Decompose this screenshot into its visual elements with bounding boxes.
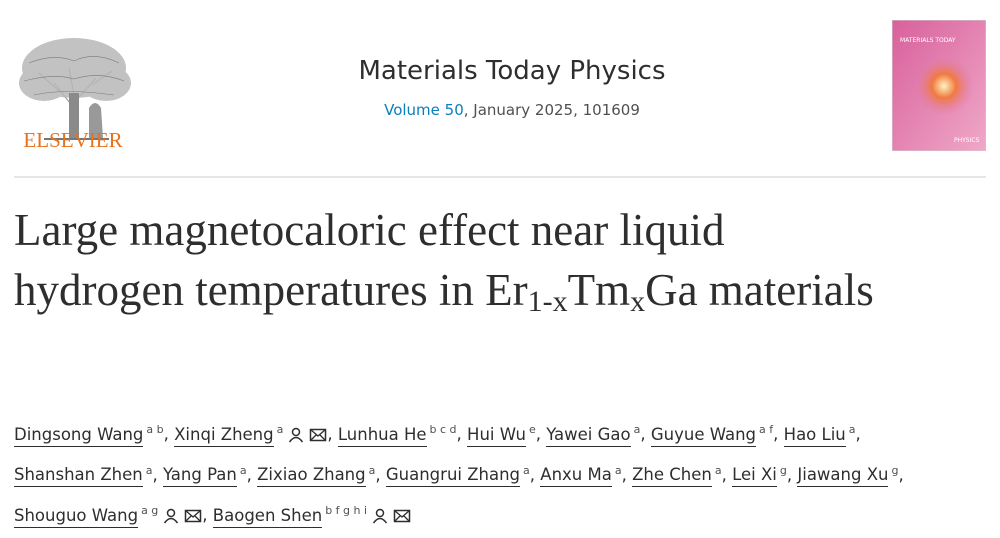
affiliation-marks[interactable]: a bbox=[145, 463, 153, 477]
affiliation-marks[interactable]: a bbox=[368, 463, 376, 477]
author: Baogen Shen b f g h i bbox=[212, 504, 411, 528]
author-name[interactable]: Shouguo Wang bbox=[14, 505, 139, 528]
author-name[interactable]: Dingsong Wang bbox=[14, 424, 144, 447]
volume-line: Volume 50, January 2025, 101609 bbox=[250, 101, 774, 119]
affiliation-marks[interactable]: a b bbox=[146, 423, 164, 436]
email-icon[interactable] bbox=[393, 508, 411, 524]
author-name[interactable]: Yang Pan bbox=[163, 465, 237, 487]
author-list: Dingsong Wang a b, Xinqi Zheng a, Lunhua H… bbox=[14, 412, 990, 534]
author-name[interactable]: Hui Wu bbox=[467, 424, 526, 447]
author-profile-icon[interactable] bbox=[287, 427, 305, 443]
separator: , bbox=[898, 465, 904, 484]
affiliation-marks[interactable]: a bbox=[614, 463, 622, 477]
journal-cover[interactable]: MATERIALS TODAY PHYSICS bbox=[892, 20, 986, 151]
author: Hui Wu e bbox=[467, 423, 536, 447]
title-text: Large magnetocaloric effect near liquid … bbox=[14, 205, 725, 315]
separator: , bbox=[535, 424, 541, 444]
author: Zixiao Zhang a bbox=[257, 463, 376, 487]
affiliation-marks[interactable]: g bbox=[779, 463, 787, 477]
email-icon[interactable] bbox=[184, 508, 202, 524]
author: Hao Liu a bbox=[783, 423, 856, 447]
author-name[interactable]: Hao Liu bbox=[783, 424, 846, 447]
author-name[interactable]: Xinqi Zheng bbox=[174, 424, 274, 447]
author: Shouguo Wang a g bbox=[14, 504, 202, 528]
separator: , bbox=[855, 424, 861, 444]
elsevier-logo[interactable] bbox=[14, 18, 134, 158]
affiliation-marks[interactable]: a bbox=[276, 423, 284, 436]
author: Yang Pan a bbox=[163, 463, 247, 487]
author: Jiawang Xu g bbox=[797, 463, 899, 487]
cover-subtitle: PHYSICS bbox=[954, 137, 980, 144]
separator: , bbox=[621, 465, 627, 484]
affiliation-marks[interactable]: b f g h i bbox=[325, 504, 368, 517]
separator: , bbox=[152, 465, 158, 484]
author-name[interactable]: Anxu Ma bbox=[540, 465, 612, 487]
affiliation-marks[interactable]: a bbox=[714, 463, 722, 477]
article-title: Large magnetocaloric effect near liquid … bbox=[14, 200, 894, 320]
author: Guyue Wang a f bbox=[650, 423, 774, 447]
affiliation-marks[interactable]: e bbox=[528, 423, 536, 436]
author-profile-icon[interactable] bbox=[371, 508, 389, 524]
author: Lei Xi g bbox=[732, 463, 787, 487]
separator: , bbox=[640, 424, 646, 444]
author: Shanshan Zhen a bbox=[14, 463, 153, 487]
separator: , bbox=[202, 505, 208, 525]
author: Anxu Ma a bbox=[540, 463, 622, 487]
author: Lunhua He b c d bbox=[337, 423, 457, 447]
author-name[interactable]: Lei Xi bbox=[732, 465, 777, 487]
author-name[interactable]: Lunhua He bbox=[337, 424, 427, 447]
volume-link[interactable]: Volume 50 bbox=[384, 101, 464, 119]
title-subscript: 1-x bbox=[527, 285, 568, 318]
author-name[interactable]: Shanshan Zhen bbox=[14, 465, 143, 487]
separator: , bbox=[773, 424, 779, 444]
author: Yawei Gao a bbox=[546, 423, 641, 447]
affiliation-marks[interactable]: a bbox=[633, 423, 641, 436]
author: Dingsong Wang a b bbox=[14, 423, 164, 447]
issue-info: , January 2025, 101609 bbox=[463, 101, 640, 119]
separator: , bbox=[375, 465, 381, 484]
title-text: Tm bbox=[567, 265, 631, 315]
separator: , bbox=[246, 465, 252, 484]
separator: , bbox=[529, 465, 536, 484]
affiliation-marks[interactable]: a bbox=[848, 423, 856, 436]
separator: , bbox=[327, 424, 333, 444]
affiliation-marks[interactable]: a bbox=[523, 463, 530, 477]
separator: , bbox=[163, 424, 169, 444]
separator: , bbox=[721, 465, 727, 484]
author: Zhe Chen a bbox=[632, 463, 722, 487]
author-name[interactable]: Jiawang Xu bbox=[797, 465, 889, 487]
affiliation-marks[interactable]: g bbox=[891, 463, 899, 477]
affiliation-marks[interactable]: a g bbox=[141, 504, 159, 517]
author: Xinqi Zheng a bbox=[174, 423, 327, 447]
author-name[interactable]: Baogen Shen bbox=[212, 505, 323, 528]
divider bbox=[14, 176, 986, 178]
author-name[interactable]: Guyue Wang bbox=[650, 424, 757, 447]
separator: , bbox=[786, 465, 793, 484]
affiliation-marks[interactable]: b c d bbox=[429, 423, 457, 436]
affiliation-marks[interactable]: a f bbox=[759, 423, 774, 436]
publisher-name: ELSEVIER bbox=[23, 128, 123, 152]
affiliation-marks[interactable]: a bbox=[239, 463, 247, 477]
author-name[interactable]: Zixiao Zhang bbox=[257, 465, 366, 487]
separator: , bbox=[456, 424, 462, 444]
author: Guangrui Zhang a bbox=[385, 463, 530, 487]
author-profile-icon[interactable] bbox=[162, 508, 180, 524]
cover-title: MATERIALS TODAY bbox=[900, 37, 956, 44]
title-subscript: x bbox=[630, 285, 646, 318]
author-name[interactable]: Guangrui Zhang bbox=[385, 465, 521, 487]
author-name[interactable]: Yawei Gao bbox=[546, 424, 631, 447]
journal-title[interactable]: Materials Today Physics bbox=[358, 56, 666, 86]
title-text: Ga materials bbox=[645, 265, 874, 315]
author-name[interactable]: Zhe Chen bbox=[632, 465, 712, 487]
email-icon[interactable] bbox=[309, 427, 327, 443]
